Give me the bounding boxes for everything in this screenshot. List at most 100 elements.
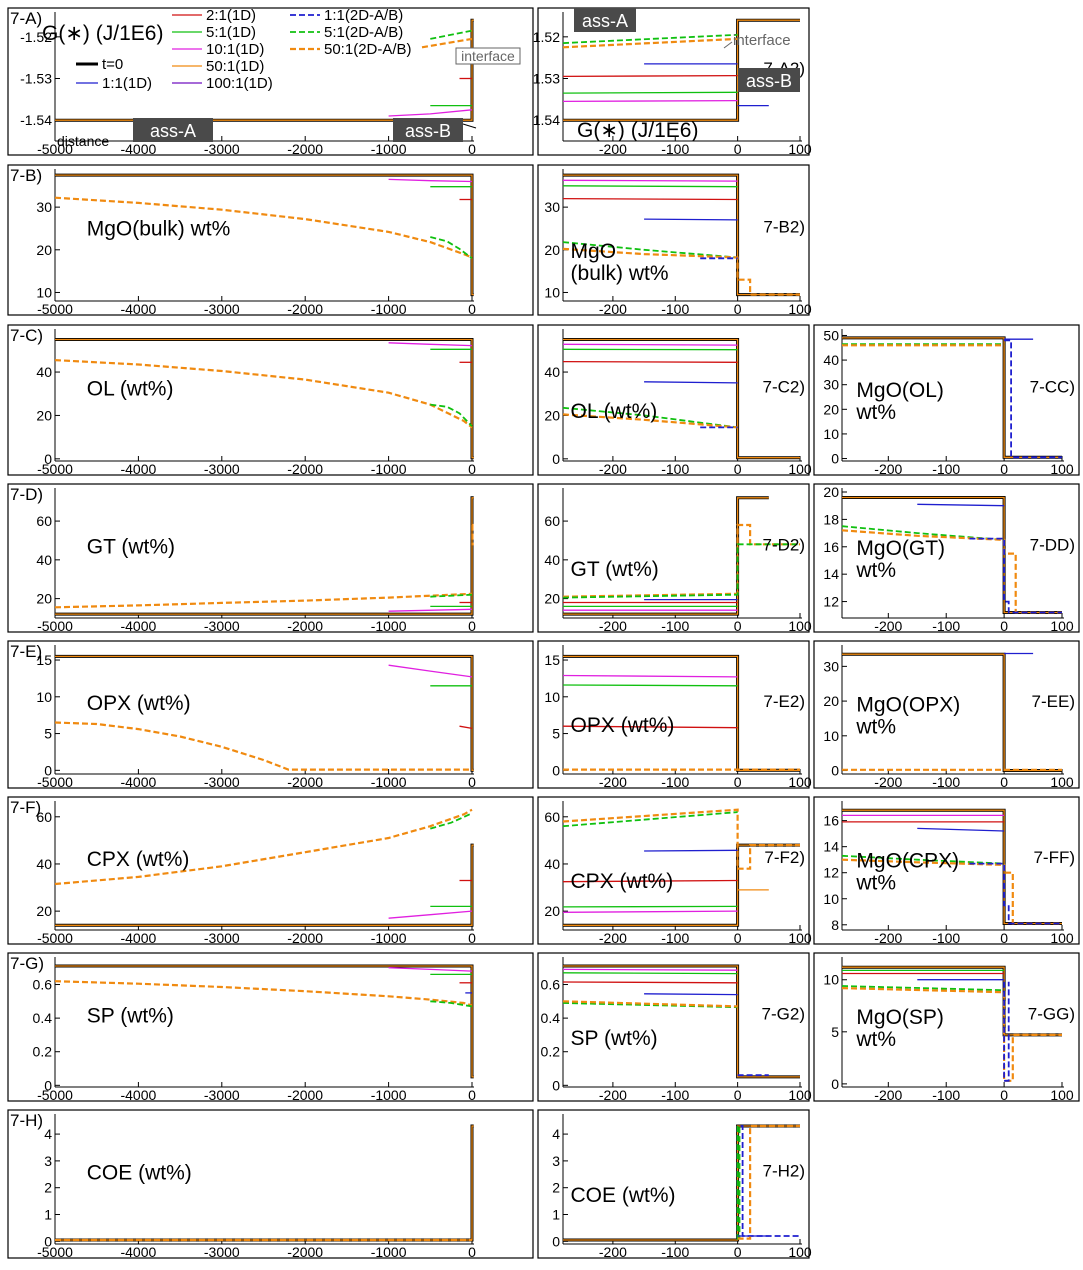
y-axis-label: MgO(bulk) wt%	[87, 218, 231, 241]
y-tick-label: 1.54	[533, 112, 560, 128]
panel-frame	[7, 483, 534, 633]
panel-7-f: -5000 -4000 -3000 -2000 -1000 0 20 40 607-F) CPX …	[7, 796, 534, 946]
y-tick-label: 0	[44, 1077, 52, 1093]
y-tick-label: 16	[823, 539, 839, 555]
panel-label: 7-B2)	[763, 218, 805, 237]
panel-label: 7-D2)	[762, 536, 805, 555]
y-tick-label: 15	[36, 652, 52, 668]
series-line-10-1-1d	[388, 109, 473, 117]
panel-label: 7-F)	[10, 798, 41, 817]
ass-b-pointer	[462, 123, 477, 129]
x-tick-label: 100	[788, 1244, 812, 1260]
legend-label: 50:1(1D)	[206, 58, 264, 75]
x-tick-label: -100	[932, 774, 960, 790]
panel-frame	[537, 796, 810, 945]
series-line-5-1-2d-a-b	[841, 525, 1005, 541]
panel-label: 7-C)	[10, 326, 43, 345]
panel-7-g: -5000 -4000 -3000 -2000 -1000 0 0 0.2 0.4 0.6 7-G)…	[7, 952, 534, 1103]
series-line-50-1-2d-a-b	[562, 808, 800, 870]
y-tick-label: 18	[823, 511, 839, 527]
y-tick-label: 1	[552, 1207, 560, 1223]
y-tick-label: 40	[544, 364, 560, 380]
legend-item: 5:1(2D-A/B)	[290, 24, 403, 41]
ass-b-label-zoom: ass-B	[746, 71, 792, 91]
x-tick-label: -1000	[371, 301, 407, 317]
series-line-5-1-2d-a-b	[562, 543, 800, 599]
y-tick-label: 20	[36, 903, 52, 919]
y-axis-label: MgO(GT) wt%	[855, 537, 945, 582]
y-axis-label: CPX (wt%)	[571, 870, 674, 893]
series-line-5-1-2d-a-b	[562, 33, 738, 44]
x-tick-label: -100	[661, 301, 689, 317]
y-axis-label-line: OPX (wt%)	[87, 692, 191, 715]
panel-label: 7-D)	[10, 485, 43, 504]
y-tick-label: 0	[831, 451, 839, 467]
series-line-2-1-1d	[562, 879, 738, 883]
x-tick-label: -200	[599, 930, 627, 946]
y-tick-label: 12	[823, 865, 839, 881]
series-line-5-1-2d-a-b	[430, 403, 473, 427]
y-tick-label: 20	[36, 242, 52, 258]
y-tick-label: 40	[544, 856, 560, 872]
x-tick-label: -2000	[287, 301, 323, 317]
x-tick-label: -3000	[204, 141, 240, 157]
y-tick-label: 0.4	[33, 1010, 53, 1026]
x-tick-label: 100	[1050, 618, 1074, 634]
y-axis-label: MgO(bulk) wt%	[571, 240, 669, 285]
ass-b-label-box	[393, 118, 463, 142]
series-line-5-1-1d	[562, 684, 738, 687]
panel-7-f2: -200 -100 0 100 20 40 60 7-F2) CPX (wt%)	[537, 796, 812, 946]
panel-frame	[813, 952, 1080, 1102]
x-tick-label: -200	[599, 1087, 627, 1103]
series-line-2-1-1d	[459, 725, 473, 730]
x-tick-label: -200	[599, 141, 627, 157]
x-tick-label: -200	[874, 618, 902, 634]
panel-label: 7-G)	[10, 954, 44, 973]
y-axis-label-line: CPX (wt%)	[571, 870, 674, 893]
y-tick-label: 20	[823, 693, 839, 709]
y-tick-label: 0	[552, 451, 560, 467]
series-line-10-1-1d	[388, 178, 473, 183]
series-line-t-0	[563, 338, 800, 460]
x-tick-label: 0	[468, 930, 476, 946]
y-axis-label-line: SP (wt%)	[87, 1005, 174, 1028]
x-tick-label: -5000	[37, 1087, 73, 1103]
x-tick-label: -100	[661, 1087, 689, 1103]
legend-item: 50:1(1D)	[172, 58, 264, 75]
panel-7-gg: -200 -100 0 100 0 5 10 7-GG) MgO(SP) wt%	[813, 952, 1080, 1103]
panel-label: 7-CC)	[1030, 378, 1075, 397]
x-tick-label: 0	[734, 774, 742, 790]
series-line-1-1-1d	[644, 381, 738, 384]
y-tick-label: 50	[823, 327, 839, 343]
series-line-50-1-1d	[563, 19, 800, 121]
x-tick-label: 100	[788, 930, 812, 946]
y-tick-label: 30	[36, 199, 52, 215]
series-line-50-1-1d	[55, 338, 474, 459]
x-tick-label: -100	[661, 1244, 689, 1260]
y-axis-label: MgO(CPX) wt%	[855, 850, 959, 895]
x-tick-label: -200	[874, 930, 902, 946]
panel-7-cc: -200 -100 0 100 0 10 20 30 40 50 7-CC) MgO(OL) wt%	[813, 324, 1080, 477]
y-tick-label: 8	[831, 917, 839, 933]
panel-7-e: -5000 -4000 -3000 -2000 -1000 0 0 5 10 157-E) OPX …	[7, 640, 534, 790]
y-tick-label: 1	[44, 1207, 52, 1223]
y-tick-label: 0	[44, 451, 52, 467]
y-tick-label: 0	[44, 1233, 52, 1249]
y-axis-label-line: (bulk) wt%	[571, 262, 669, 285]
series-line-5-1-2d-a-b	[430, 1000, 473, 1008]
x-tick-label: -1000	[371, 1244, 407, 1260]
panel-7-b2: -200 -100 0 100 10 20 30 7-B2) MgO (bulk) wt%	[537, 164, 812, 317]
series-line-1-1-2d-a-b	[969, 537, 1062, 614]
series-line-5-1-2d-a-b	[430, 812, 473, 830]
x-tick-label: -100	[932, 618, 960, 634]
legend-label: 100:1(1D)	[206, 75, 273, 92]
y-tick-label: 0	[831, 763, 839, 779]
ass-a-label-zoom: ass-A	[582, 11, 628, 31]
y-axis-label-line: SP (wt%)	[571, 1027, 658, 1050]
panel-frame	[7, 7, 534, 156]
y-tick-label: 16	[823, 813, 839, 829]
x-tick-label: 0	[468, 774, 476, 790]
x-tick-label: -200	[599, 618, 627, 634]
legend-item: 1:1(2D-A/B)	[290, 7, 403, 24]
interface-label: interface	[461, 48, 515, 64]
